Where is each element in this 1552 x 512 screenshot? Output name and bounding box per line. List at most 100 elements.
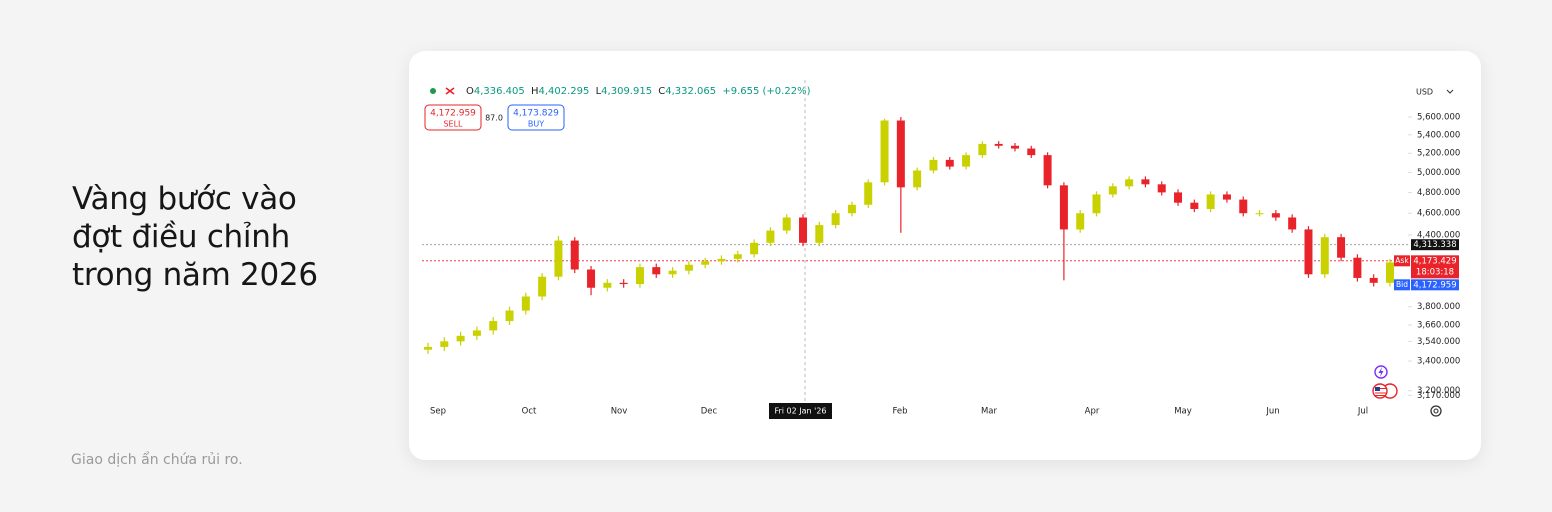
crosshair-label-bg bbox=[769, 403, 832, 419]
candle-body bbox=[782, 217, 791, 231]
x-tick-label: Sep bbox=[430, 407, 446, 417]
ohlc-value: 4,309.915 bbox=[601, 86, 652, 97]
ohlc-key: L bbox=[596, 86, 602, 97]
candle-body bbox=[962, 155, 971, 167]
y-tick-label: 4,400.000 bbox=[1417, 230, 1460, 240]
x-tick-label: Jul bbox=[1357, 407, 1368, 417]
flag-icons[interactable] bbox=[1372, 383, 1398, 399]
candle-body bbox=[1353, 257, 1362, 278]
candle-body bbox=[1027, 148, 1036, 156]
candle-body bbox=[424, 346, 432, 350]
ask-tag-key bbox=[1394, 255, 1410, 267]
buy-box[interactable] bbox=[507, 104, 565, 131]
buy-button[interactable]: 4,173.829 BUY bbox=[507, 104, 565, 131]
y-tick-label: 3,200.000 bbox=[1417, 386, 1460, 396]
candle-body bbox=[538, 276, 547, 297]
sell-label[interactable]: SELL bbox=[443, 120, 463, 129]
buy-label[interactable]: BUY bbox=[528, 120, 544, 129]
bid-tag-key bbox=[1394, 279, 1410, 291]
candle-body bbox=[1190, 202, 1199, 209]
heading-line: Vàng bước vào bbox=[72, 181, 297, 217]
candle-body bbox=[1174, 192, 1183, 203]
candle-body bbox=[1255, 213, 1264, 215]
candle-body bbox=[521, 296, 530, 311]
change: +9.655 (+0.22%) bbox=[722, 86, 810, 97]
candle-body bbox=[1222, 194, 1231, 200]
ohlc-value: 4,402.295 bbox=[539, 86, 590, 97]
candle-body bbox=[619, 282, 628, 285]
ohlc-header: O4,336.405 H4,402.295 L4,309.915 C4,332.… bbox=[466, 86, 811, 97]
settings-icon[interactable] bbox=[1430, 405, 1442, 417]
sell-box[interactable] bbox=[424, 104, 482, 131]
candle-body bbox=[994, 143, 1003, 146]
sell-price[interactable]: 4,172.959 bbox=[430, 109, 476, 119]
candle-body bbox=[1043, 155, 1052, 186]
heading-line: trong năm 2026 bbox=[72, 257, 318, 293]
candle-body bbox=[440, 341, 449, 347]
ask-tag-text: Ask bbox=[1395, 256, 1409, 265]
buy-price[interactable]: 4,173.829 bbox=[513, 109, 559, 119]
candle-body bbox=[1059, 185, 1068, 230]
candle-body bbox=[750, 242, 759, 255]
candle-body bbox=[815, 225, 824, 243]
candle-body bbox=[799, 217, 808, 243]
currency-chevron[interactable] bbox=[1446, 89, 1454, 94]
candle-body bbox=[489, 321, 498, 331]
ohlc-key: O bbox=[466, 86, 474, 97]
ask-tag bbox=[1411, 255, 1459, 279]
ohlc-value: 4,332.065 bbox=[665, 86, 716, 97]
candle-body bbox=[570, 240, 579, 270]
candle-body bbox=[1337, 237, 1346, 258]
candle-body bbox=[978, 143, 987, 156]
candle-body bbox=[1157, 184, 1166, 193]
candle-body bbox=[1386, 262, 1394, 283]
bid-tag bbox=[1411, 279, 1459, 291]
candle-body bbox=[472, 330, 481, 336]
candle-body bbox=[896, 120, 905, 188]
x-tick-label: Jun bbox=[1265, 407, 1279, 417]
y-tick-label: 4,800.000 bbox=[1417, 188, 1460, 198]
candle-body bbox=[913, 170, 922, 188]
bid-tag-text: Bid bbox=[1396, 280, 1408, 289]
heading: Vàng bước vào đợt điều chỉnh trong năm 2… bbox=[72, 180, 318, 294]
candle-body bbox=[1304, 229, 1313, 275]
candle-body bbox=[766, 230, 775, 243]
x-tick-label: Apr bbox=[1085, 407, 1100, 417]
candle-body bbox=[1010, 145, 1019, 149]
candle-body bbox=[1320, 237, 1329, 275]
candle-body bbox=[717, 258, 726, 262]
candle-body bbox=[668, 270, 677, 275]
heading-line: đợt điều chỉnh bbox=[72, 219, 290, 255]
candle-body bbox=[1288, 217, 1297, 230]
y-tick-label: 5,200.000 bbox=[1417, 149, 1460, 159]
candle-body bbox=[1239, 199, 1248, 214]
candle-body bbox=[456, 335, 465, 342]
status-dot bbox=[430, 88, 436, 94]
candle-body bbox=[945, 159, 954, 167]
x-tick-label: Feb bbox=[892, 407, 907, 417]
candle-body bbox=[701, 261, 710, 265]
y-tick-label: 3,170.000 bbox=[1417, 391, 1460, 401]
candle-body bbox=[1206, 194, 1215, 209]
last-price-label: 4,313.338 bbox=[1413, 240, 1456, 250]
candle-body bbox=[1141, 179, 1150, 185]
candle-body bbox=[1092, 194, 1101, 214]
y-tick-label: 5,600.000 bbox=[1417, 112, 1460, 122]
candle-body bbox=[831, 213, 840, 226]
candle-body bbox=[554, 240, 563, 277]
sell-button[interactable]: 4,172.959 SELL bbox=[424, 104, 482, 131]
x-tick-label: Mar bbox=[981, 407, 998, 417]
candle-body bbox=[1076, 213, 1085, 230]
disclaimer: Giao dịch ẩn chứa rủi ro. bbox=[71, 452, 243, 468]
candle-body bbox=[1271, 213, 1280, 218]
lightning-icon[interactable] bbox=[1374, 365, 1388, 379]
candle-body bbox=[1108, 186, 1117, 195]
ask-countdown: 18:03:18 bbox=[1416, 267, 1454, 277]
candle-body bbox=[864, 182, 873, 205]
currency[interactable]: USD bbox=[1416, 88, 1433, 97]
spread: 87.0 bbox=[485, 114, 503, 123]
candle-body bbox=[684, 264, 693, 271]
crosshair-label: Fri 02 Jan '26 bbox=[774, 407, 826, 416]
